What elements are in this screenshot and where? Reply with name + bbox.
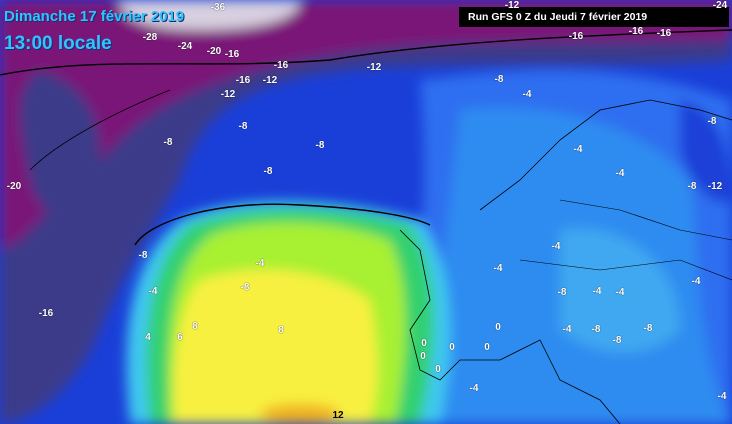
temp-label: 4	[145, 332, 151, 343]
temp-label: -12	[504, 0, 520, 11]
temp-label: -20	[6, 181, 22, 192]
temp-label: -4	[493, 263, 503, 274]
temp-label: 0	[484, 342, 490, 353]
temp-label: -4	[592, 286, 602, 297]
temp-label: 0	[495, 322, 501, 333]
temp-label: -4	[691, 276, 701, 287]
temp-label: -12	[220, 89, 236, 100]
temp-label: -16	[628, 26, 644, 37]
forecast-date: Dimanche 17 février 2019	[4, 8, 185, 25]
temp-label: -12	[366, 62, 382, 73]
temp-label: -4	[551, 241, 561, 252]
temp-label: -8	[612, 335, 622, 346]
temp-label: -8	[163, 137, 173, 148]
temp-label: -20	[206, 46, 222, 57]
temp-label: -8	[138, 250, 148, 261]
temp-label: -8	[238, 121, 248, 132]
temp-label: 0	[421, 338, 427, 349]
temp-label: -16	[568, 31, 584, 42]
temp-label: 8	[192, 321, 198, 332]
temp-label: -4	[562, 324, 572, 335]
temp-label: -4	[255, 258, 265, 269]
temp-label: -8	[315, 140, 325, 151]
temp-label: -8	[557, 287, 567, 298]
temp-label: -4	[615, 168, 625, 179]
temp-label: -12	[262, 75, 278, 86]
temp-label: -8	[494, 74, 504, 85]
temp-label: -4	[717, 391, 727, 402]
temp-label: -8	[687, 181, 697, 192]
temp-label: -4	[148, 286, 158, 297]
forecast-time: 13:00 locale	[4, 33, 112, 54]
temp-label: 0	[435, 364, 441, 375]
temp-label: -16	[38, 308, 54, 319]
temp-label: -4	[615, 287, 625, 298]
temp-label: -8	[643, 323, 653, 334]
temp-label: -4	[469, 383, 479, 394]
temp-label: -4	[573, 144, 583, 155]
temp-label: -24	[712, 0, 728, 11]
temp-label: -16	[273, 60, 289, 71]
temp-label: -12	[707, 181, 723, 192]
temp-label: -8	[707, 116, 717, 127]
temp-label: -16	[656, 28, 672, 39]
temp-label: 12	[332, 410, 344, 421]
temp-label: 0	[420, 351, 426, 362]
temp-label: -16	[235, 75, 251, 86]
temp-label: -36	[210, 2, 226, 13]
temp-label: -8	[240, 282, 250, 293]
temp-label: 8	[278, 325, 284, 336]
temp-label: -16	[224, 49, 240, 60]
temp-label: 0	[449, 342, 455, 353]
model-run-info: Run GFS 0 Z du Jeudi 7 février 2019	[459, 7, 729, 27]
temp-label: -8	[591, 324, 601, 335]
temp-label: -28	[142, 32, 158, 43]
temp-label: -4	[522, 89, 532, 100]
temp-label: 6	[177, 332, 183, 343]
temp-label: -8	[263, 166, 273, 177]
temp-label: -24	[177, 41, 193, 52]
